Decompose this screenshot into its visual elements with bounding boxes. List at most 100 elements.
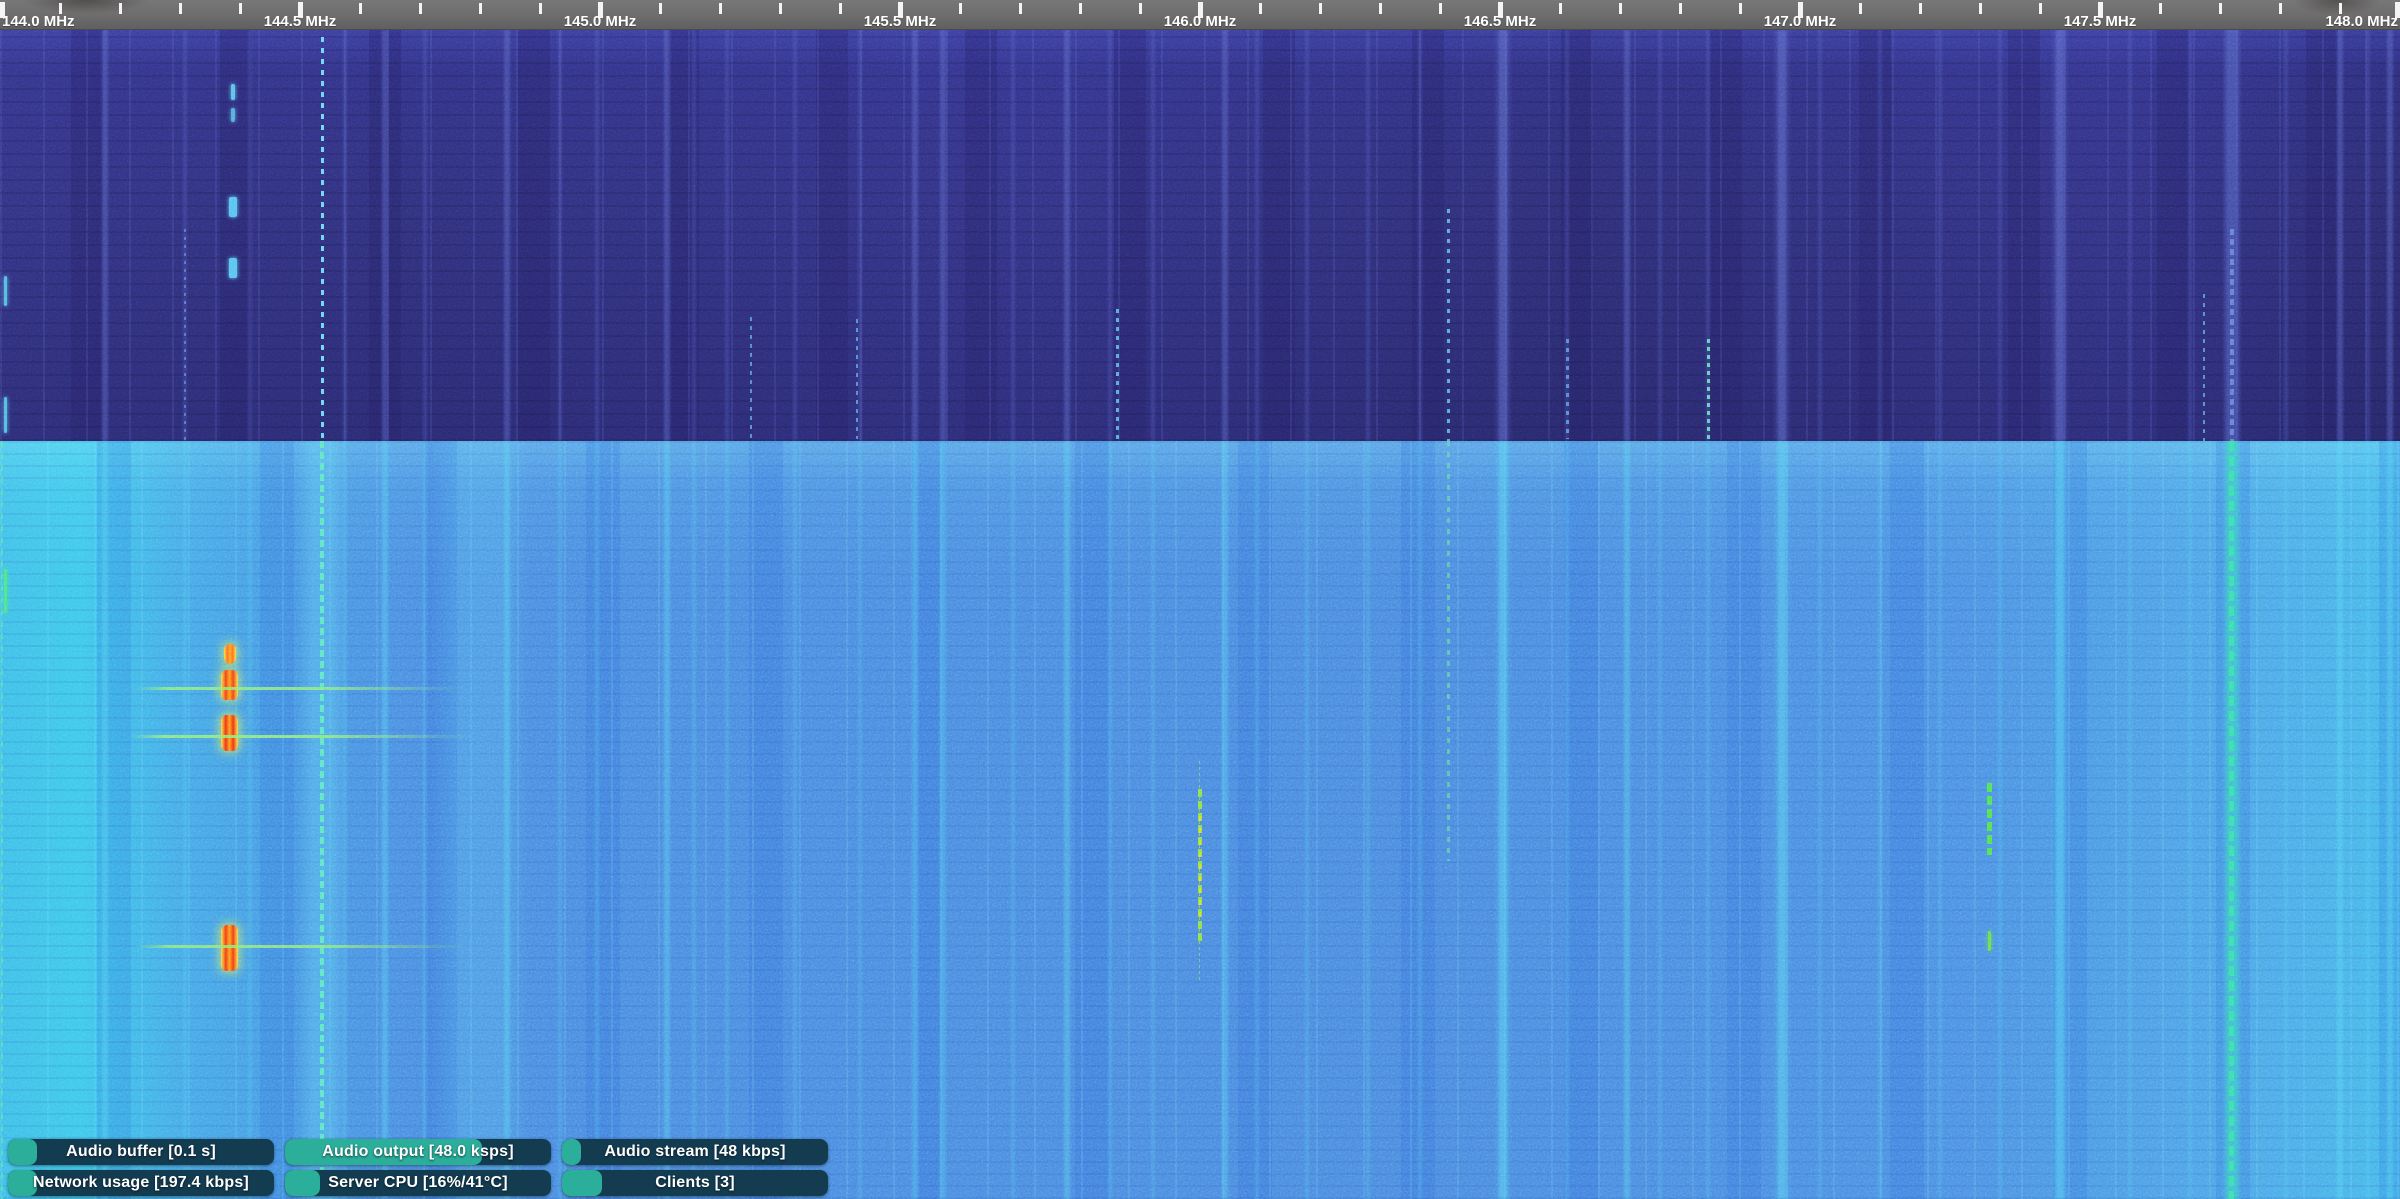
scale-minor-tick	[1139, 3, 1142, 14]
signal-trace-dotted	[2203, 294, 2205, 441]
scale-minor-tick	[959, 3, 962, 14]
scale-minor-tick	[419, 3, 422, 14]
waterfall-carrier-stripe	[102, 441, 108, 1199]
scale-major-tick	[898, 2, 903, 18]
scale-minor-tick	[359, 3, 362, 14]
scale-frequency-label: 147.0 MHz	[1763, 13, 1837, 30]
status-progressbar: Clients [3]	[562, 1170, 828, 1196]
waterfall-carrier-stripe	[183, 29, 187, 441]
signal-trace-band	[2222, 441, 2242, 1199]
scale-major-tick	[2395, 2, 2400, 18]
signal-trace-dotted	[1198, 789, 1202, 941]
waterfall-carrier-stripe	[2128, 29, 2132, 441]
signal-trace-dash	[231, 84, 235, 100]
waterfall-carrier-stripe	[1998, 441, 2002, 1199]
waterfall-carrier-stripe	[1305, 29, 1309, 441]
waterfall-carrier-stripe	[1011, 29, 1015, 441]
waterfall-carrier-stripe	[1778, 441, 1786, 1199]
waterfall-carrier-stripe	[382, 29, 388, 441]
waterfall-carrier-stripe	[558, 441, 562, 1199]
scale-minor-tick	[659, 3, 662, 14]
signal-trace-dotted	[1199, 761, 1200, 981]
waterfall-carrier-stripe	[1878, 441, 1882, 1199]
scale-major-tick	[1498, 2, 1503, 18]
signal-trace-dash	[231, 108, 235, 122]
waterfall-carrier-stripe	[1305, 441, 1309, 1199]
status-panel: Audio buffer [0.1 s] Audio output [48.0 k…	[8, 1139, 828, 1199]
status-progressbar: Server CPU [16%/41°C]	[285, 1170, 551, 1196]
scale-minor-tick	[1619, 3, 1622, 14]
waterfall-carrier-stripe	[692, 441, 696, 1199]
scale-frequency-label: 147.5 MHz	[2063, 13, 2137, 30]
scale-frequency-label: 144.5 MHz	[263, 13, 337, 30]
waterfall-region-dark	[0, 29, 2400, 441]
scale-minor-tick	[839, 3, 842, 14]
scale-major-tick	[2098, 2, 2103, 18]
scale-minor-tick	[2159, 3, 2162, 14]
waterfall-carrier-stripe	[1624, 29, 1630, 441]
waterfall-display[interactable]	[0, 29, 2400, 1199]
status-progressbar-label: Audio output [48.0 ksps]	[322, 1143, 514, 1160]
waterfall-carrier-stripe	[1499, 29, 1507, 441]
scale-minor-tick	[119, 3, 122, 14]
scale-minor-tick	[1379, 3, 1382, 14]
status-progressbar-label: Audio stream [48 kbps]	[604, 1143, 786, 1160]
signal-trace-dash	[4, 569, 7, 613]
scale-minor-tick	[1979, 3, 1982, 14]
signal-trace-dotted	[2230, 229, 2234, 441]
status-progressbar: Audio buffer [0.1 s]	[8, 1139, 274, 1165]
status-bar-row: Network usage [197.4 kbps] Server CPU [16…	[8, 1170, 828, 1196]
scale-minor-tick	[1859, 3, 1862, 14]
scale-frequency-label: 148.0 MHz	[2325, 13, 2398, 30]
waterfall-carrier-stripe	[2188, 29, 2192, 441]
signal-trace-blob	[221, 715, 238, 751]
waterfall-carrier-stripe	[1418, 441, 1422, 1199]
signal-trace-dash	[1988, 931, 1991, 951]
status-progressbar: Audio output [48.0 ksps]	[285, 1139, 551, 1165]
waterfall-carrier-stripe	[423, 441, 427, 1199]
waterfall-carrier-stripe	[2366, 29, 2370, 441]
waterfall-carrier-stripe	[2366, 441, 2370, 1199]
scale-major-tick	[1198, 2, 1203, 18]
signal-trace-blob	[221, 925, 238, 971]
signal-trace-band	[2222, 29, 2242, 441]
status-progressbar: Audio stream [48 kbps]	[562, 1139, 828, 1165]
signal-trace-blob	[224, 644, 236, 664]
waterfall-carrier-stripe	[1565, 29, 1569, 441]
signal-trace-band	[430, 441, 530, 1199]
waterfall-carrier-stripe	[793, 29, 797, 441]
waterfall-carrier-stripe	[1938, 29, 1942, 441]
signal-trace-dotted	[184, 229, 186, 441]
status-progressbar-label: Audio buffer [0.1 s]	[66, 1143, 216, 1160]
signal-trace-dotted	[1, 441, 3, 1199]
waterfall-carrier-stripe	[1255, 441, 1259, 1199]
scale-minor-tick	[1079, 3, 1082, 14]
signal-trace-band	[298, 441, 348, 1199]
scale-minor-tick	[719, 3, 722, 14]
scale-minor-tick	[179, 3, 182, 14]
scale-minor-tick	[1319, 3, 1322, 14]
waterfall-carrier-stripe	[2284, 441, 2288, 1199]
waterfall-carrier-stripe	[2337, 441, 2343, 1199]
waterfall-carrier-stripe	[2056, 441, 2064, 1199]
waterfall-carrier-stripe	[940, 441, 946, 1199]
frequency-scale[interactable]: 144.0 MHz 144.5 MHz 145.0 MHz 145.5 MHz 146.…	[0, 0, 2400, 30]
waterfall-carrier-stripe	[1818, 29, 1822, 441]
waterfall-carrier-stripe	[1624, 441, 1630, 1199]
scale-minor-tick	[1679, 3, 1682, 14]
scale-minor-tick	[2279, 3, 2282, 14]
waterfall-carrier-stripe	[1998, 29, 2002, 441]
waterfall-carrier-stripe	[1222, 441, 1228, 1199]
waterfall-carrier-stripe	[595, 29, 599, 441]
signal-trace-dotted	[1987, 783, 1992, 855]
scale-frequency-label: 145.5 MHz	[863, 13, 937, 30]
signal-trace-dash	[4, 276, 7, 306]
waterfall-carrier-stripe	[664, 441, 670, 1199]
waterfall-carrier-stripe	[1658, 441, 1662, 1199]
waterfall-carrier-stripe	[1818, 441, 1822, 1199]
waterfall-carrier-stripe	[664, 29, 670, 441]
scale-minor-tick	[2339, 3, 2342, 14]
scale-minor-tick	[1019, 3, 1022, 14]
waterfall-carrier-stripe	[692, 29, 696, 441]
waterfall-carrier-stripe	[2337, 29, 2343, 441]
